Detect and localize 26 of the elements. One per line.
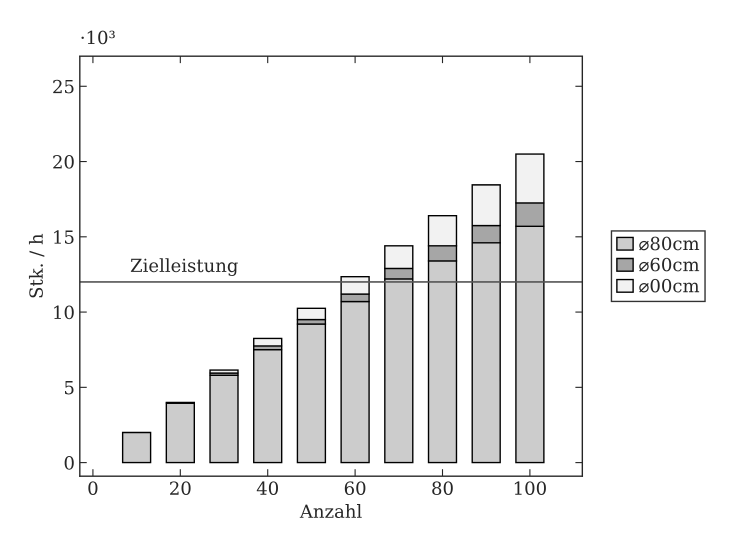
y-axis-title: Stk. / h [28,234,44,298]
bar [166,402,195,464]
x-tick-label: 100 [514,481,546,495]
bar [253,338,282,347]
y-tick-label: 15 [54,230,74,244]
y-tick-label: 25 [53,80,74,94]
y-tick-label: 0 [64,456,74,470]
bar [209,369,239,374]
x-tick-label: 40 [256,481,278,495]
x-tick-label: 0 [88,481,98,495]
text: ·10³ [81,30,115,44]
ref-line-label: Zielleistung [130,258,238,276]
y-tick-label: 20 [53,155,74,169]
bar [253,349,282,464]
x-tick-label: 80 [432,481,453,495]
legend-label: ⌀80cm [639,236,700,250]
legend-label: ⌀60cm [639,258,700,272]
x-tick-label: 60 [344,481,366,495]
bar [296,323,326,464]
x-tick-label: 20 [170,481,191,495]
bar [209,374,239,464]
x-axis-title: Anzahl [300,504,362,518]
y-tick-label: 10 [54,306,74,320]
legend-label: ⌀00cm [639,278,700,293]
y-tick-label: 5 [65,381,74,394]
bar [122,432,152,464]
